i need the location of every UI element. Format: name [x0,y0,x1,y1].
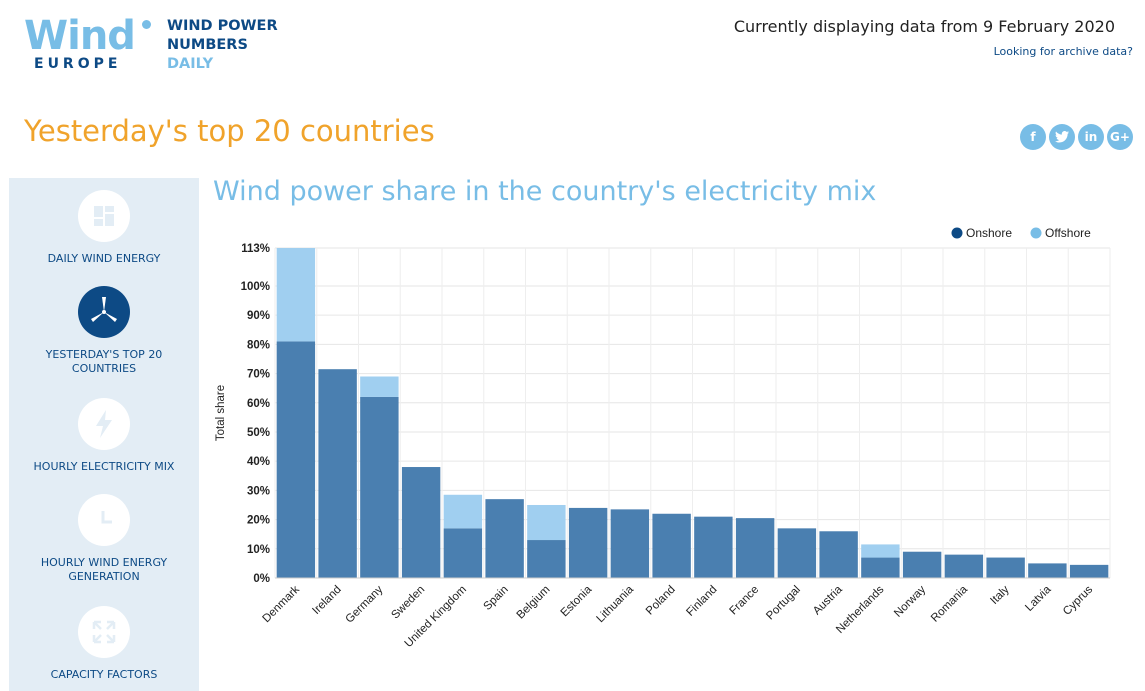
clock-icon [78,494,130,546]
y-tick-label: 90% [247,310,270,322]
y-tick-label: 50% [247,427,270,439]
y-tick-label: 30% [247,485,270,497]
wind-europe-logo[interactable]: Wind EUROPE WIND POWER NUMBERS DAILY [24,14,304,74]
bar-onshore-denmark [276,341,316,578]
y-tick-label: 40% [247,456,270,468]
logo-dot [142,20,151,29]
chart-title: Wind power share in the country's electr… [213,176,877,207]
y-tick-label: 10% [247,544,270,556]
sidebar-item-yesterdays-top-20[interactable]: YESTERDAY'S TOP 20 COUNTRIES [9,286,199,376]
legend-onshore-label: Onshore [966,226,1012,240]
linkedin-icon[interactable]: in [1078,124,1104,150]
expand-icon [78,606,130,658]
archive-data-link[interactable]: Looking for archive data? [993,45,1133,58]
sidebar-item-label: YESTERDAY'S TOP 20 COUNTRIES [9,348,199,376]
bar-offshore-united-kingdom [443,494,483,529]
logo-tagline-line3: DAILY [167,56,214,72]
twitter-icon[interactable] [1049,124,1075,150]
bar-onshore-norway [902,551,942,578]
x-tick-label: Estonia [559,583,595,619]
bar-onshore-italy [986,557,1025,578]
sidebar-item-label-line1: YESTERDAY'S TOP 20 [45,348,163,361]
logo-wind-text: Wind [24,13,136,59]
sidebar-item-hourly-electricity-mix[interactable]: HOURLY ELECTRICITY MIX [9,398,199,474]
x-tick-label: Ireland [310,584,343,617]
x-tick-label: Romania [929,583,970,624]
bar-onshore-finland [694,516,733,578]
bar-onshore-poland [652,513,691,578]
logo-tagline-line1: WIND POWER [167,18,278,34]
legend-offshore-marker [1030,227,1042,239]
y-tick-label: 70% [247,369,270,381]
x-tick-label: Latvia [1023,583,1054,614]
bar-onshore-sweden [401,467,441,578]
google-plus-icon[interactable]: G+ [1107,124,1133,150]
sidebar-item-label: DAILY WIND ENERGY [47,252,161,265]
sidebar-item-label: CAPACITY FACTORS [50,668,158,681]
legend-offshore-label: Offshore [1045,226,1091,240]
current-date-text: Currently displaying data from 9 Februar… [733,17,1115,36]
bar-onshore-spain [485,499,524,578]
bar-onshore-austria [819,531,858,578]
x-tick-label: Cyprus [1061,583,1095,617]
wind-turbine-icon [78,286,130,338]
sidebar-item-capacity-factors[interactable]: CAPACITY FACTORS [9,606,199,682]
bar-onshore-romania [944,554,984,578]
sidebar-item-label-line2: COUNTRIES [71,362,137,375]
x-tick-label: Belgium [515,584,553,622]
sidebar-item-label-line2: GENERATION [68,570,140,583]
logo-tagline-line2: NUMBERS [167,37,248,53]
bar-onshore-united-kingdom [443,528,483,578]
logo-europe-text: EUROPE [34,56,122,72]
page-title: Yesterday's top 20 countries [24,114,435,148]
bar-offshore-netherlands [861,544,900,558]
y-tick-label: 20% [247,515,270,527]
x-tick-label: Sweden [389,584,427,622]
social-share-bar: f in G+ [1020,124,1133,150]
x-tick-label: France [727,584,761,618]
sidebar-item-label: HOURLY ELECTRICITY MIX [33,460,175,473]
bar-onshore-estonia [568,507,608,578]
y-axis-label: Total share [215,385,227,441]
x-tick-label: Poland [644,584,678,618]
facebook-icon[interactable]: f [1020,124,1046,150]
dashboard-icon [78,190,130,242]
bar-onshore-portugal [777,528,817,578]
x-tick-label: Denmark [261,583,303,625]
y-tick-label: 100% [241,281,270,293]
x-tick-label: Lithuania [594,583,636,625]
sidebar-nav: DAILY WIND ENERGY YESTERDAY'S TOP 20 COU… [9,178,199,691]
x-tick-label: Norway [892,583,928,619]
x-tick-label: Austria [811,583,845,617]
bar-offshore-belgium [527,504,566,541]
bar-onshore-ireland [318,369,357,578]
bar-offshore-germany [360,376,399,397]
sidebar-item-label-line1: HOURLY WIND ENERGY [40,556,168,569]
y-tick-label: 60% [247,398,270,410]
sidebar-item-daily-wind-energy[interactable]: DAILY WIND ENERGY [9,190,199,266]
bar-onshore-germany [360,396,399,578]
bar-offshore-denmark [276,248,316,342]
lightning-icon [78,398,130,450]
x-tick-label: Spain [481,584,510,613]
wind-share-bar-chart: 0% 10% 20% 30% 40% 50% 60% 70% 80% 90% 100% 113% Tot… [215,226,1111,650]
bar-onshore-netherlands [861,557,900,578]
y-tick-label: 0% [253,573,270,585]
x-tick-label: Italy [988,583,1012,607]
bar-onshore-cyprus [1069,564,1109,578]
bar-onshore-lithuania [610,509,650,578]
x-tick-label: Germany [344,583,386,625]
x-tick-label: Portugal [764,584,803,623]
bar-onshore-belgium [527,540,566,578]
sidebar-item-hourly-wind-energy-generation[interactable]: HOURLY WIND ENERGY GENERATION [9,494,199,584]
y-tick-label: 113% [241,243,270,255]
x-tick-label: Finland [684,584,719,619]
bar-onshore-latvia [1028,563,1067,578]
sidebar-item-label: HOURLY WIND ENERGY GENERATION [9,556,199,584]
y-tick-label: 80% [247,339,270,351]
bar-onshore-france [735,518,775,578]
legend-onshore-marker [951,227,963,239]
